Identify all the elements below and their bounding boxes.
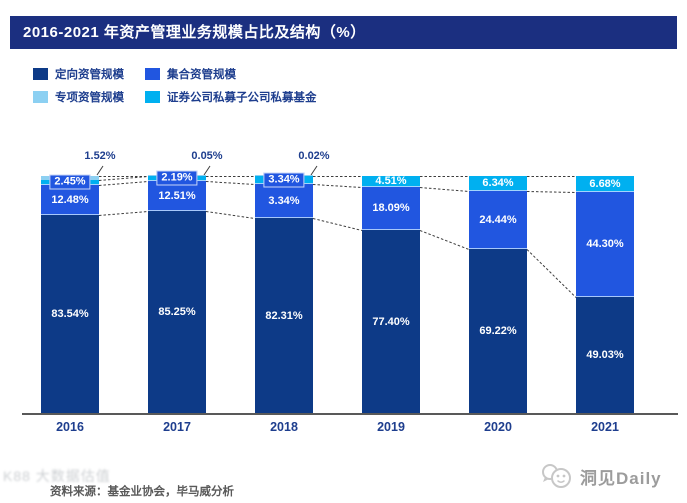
stacked-bar-2019: 77.40% 18.09% 4.51% bbox=[362, 175, 420, 413]
legend-swatch-special-icon bbox=[33, 90, 48, 103]
segment-集合资管规模-2019: 18.09% bbox=[362, 187, 420, 230]
legend-label: 集合资管规模 bbox=[167, 68, 236, 81]
segment-证券公司私募子公司私募基金-2020: 6.34% bbox=[469, 176, 527, 191]
segment-证券公司私募子公司私募基金-2016: 2.45% bbox=[41, 174, 99, 189]
segment-value-label: 85.25% bbox=[158, 306, 196, 318]
stacked-bar-2018: 82.31% 3.34% 3.34% bbox=[255, 172, 313, 413]
segment-value-label: 44.30% bbox=[586, 238, 624, 250]
x-axis-line bbox=[22, 413, 678, 415]
segment-定向资管规模-2019: 77.40% bbox=[362, 230, 420, 413]
stacked-bar-2020: 69.22% 24.44% 6.34% bbox=[469, 176, 527, 413]
legend-swatch-private-fund-icon bbox=[145, 90, 160, 103]
legend-item-private-fund: 证券公司私募子公司私募基金 bbox=[145, 89, 317, 105]
segment-value-label: 82.31% bbox=[265, 309, 303, 322]
segment-value-label: 3.34% bbox=[263, 172, 305, 187]
segment-证券公司私募子公司私募基金-2018: 3.34% bbox=[255, 172, 313, 187]
callout-label-2016: 1.52% bbox=[84, 150, 116, 162]
segment-value-label: 3.34% bbox=[268, 194, 300, 207]
segment-集合资管规模-2021: 44.30% bbox=[576, 192, 634, 297]
page-title: 2016-2021 年资产管理业务规模占比及结构（%） bbox=[10, 16, 677, 49]
x-axis-label-2016: 2016 bbox=[56, 420, 84, 434]
x-axis-label-2019: 2019 bbox=[377, 420, 405, 434]
segment-value-label: 2.19% bbox=[156, 170, 198, 186]
stacked-bar-2017: 85.25% 12.51% 2.19% bbox=[148, 170, 206, 413]
legend-row-1: 定向资管规模 集合资管规模 bbox=[33, 62, 433, 85]
segment-定向资管规模-2017: 85.25% bbox=[148, 211, 206, 413]
segment-定向资管规模-2021: 49.03% bbox=[576, 297, 634, 413]
segment-value-label: 6.34% bbox=[482, 177, 514, 189]
brand-name: 洞见Daily bbox=[580, 468, 662, 488]
segment-证券公司私募子公司私募基金-2017: 2.19% bbox=[148, 170, 206, 186]
segment-定向资管规模-2016: 83.54% bbox=[41, 215, 99, 413]
x-axis-label-2020: 2020 bbox=[484, 420, 512, 434]
segment-value-label: 6.68% bbox=[589, 177, 621, 190]
chart-legend: 定向资管规模 集合资管规模 专项资管规模 证券公司私募子公司私募基金 bbox=[33, 62, 433, 108]
source-note: 资料来源：基金业协会，毕马威分析 bbox=[50, 486, 234, 498]
segment-value-label: 77.40% bbox=[372, 315, 410, 328]
segment-value-label: 4.51% bbox=[375, 175, 407, 187]
legend-label: 专项资管规模 bbox=[55, 91, 124, 104]
watermark: K88 大数据估值 bbox=[3, 468, 111, 484]
segment-集合资管规模-2020: 24.44% bbox=[469, 191, 527, 249]
segment-集合资管规模-2017: 12.51% bbox=[148, 181, 206, 211]
legend-item-special: 专项资管规模 bbox=[33, 89, 145, 105]
segment-定向资管规模-2020: 69.22% bbox=[469, 249, 527, 413]
segment-value-label: 2.45% bbox=[49, 174, 91, 189]
segment-证券公司私募子公司私募基金-2019: 4.51% bbox=[362, 175, 420, 187]
callout-label-2017: 0.05% bbox=[191, 150, 223, 162]
x-axis-label-2018: 2018 bbox=[270, 420, 298, 434]
legend-item-directional: 定向资管规模 bbox=[33, 66, 145, 82]
stacked-bar-2021: 49.03% 44.30% 6.68% bbox=[576, 176, 634, 413]
segment-value-label: 12.48% bbox=[51, 193, 89, 206]
segment-value-label: 24.44% bbox=[479, 213, 517, 226]
segment-value-label: 18.09% bbox=[372, 202, 410, 214]
segment-value-label: 69.22% bbox=[479, 325, 517, 337]
segment-value-label: 12.51% bbox=[158, 189, 196, 202]
callout-label-2018: 0.02% bbox=[298, 150, 330, 162]
segment-value-label: 49.03% bbox=[586, 349, 624, 361]
segment-集合资管规模-2016: 12.48% bbox=[41, 185, 99, 215]
x-axis-label-2017: 2017 bbox=[163, 420, 191, 434]
segment-value-label: 83.54% bbox=[51, 308, 89, 320]
legend-swatch-collective-icon bbox=[145, 67, 160, 80]
stacked-bar-2016: 83.54% 12.48% 2.45% bbox=[41, 174, 99, 413]
legend-label: 定向资管规模 bbox=[55, 68, 124, 81]
speech-bubble-face-icon bbox=[542, 464, 571, 488]
segment-集合资管规模-2018: 3.34% bbox=[255, 184, 313, 218]
legend-item-collective: 集合资管规模 bbox=[145, 66, 236, 82]
brand-logo: 洞见Daily bbox=[540, 462, 662, 490]
segment-定向资管规模-2018: 82.31% bbox=[255, 218, 313, 413]
legend-label: 证券公司私募子公司私募基金 bbox=[167, 91, 317, 104]
x-axis-label-2021: 2021 bbox=[591, 420, 619, 434]
legend-swatch-directional-icon bbox=[33, 67, 48, 80]
segment-证券公司私募子公司私募基金-2021: 6.68% bbox=[576, 176, 634, 192]
legend-row-2: 专项资管规模 证券公司私募子公司私募基金 bbox=[33, 85, 433, 108]
